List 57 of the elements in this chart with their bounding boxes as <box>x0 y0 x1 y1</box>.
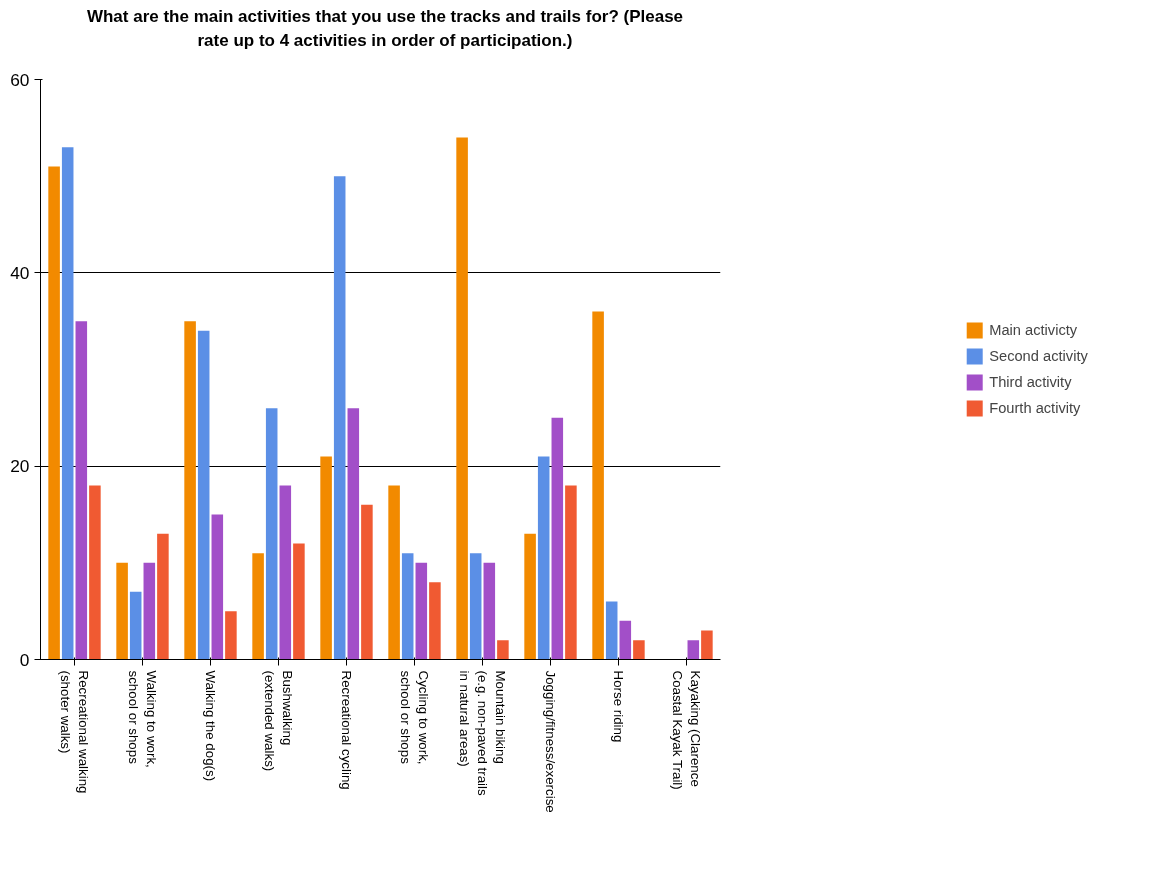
bar <box>184 320 196 660</box>
x-tick-label: Jogging/fitness/exercise <box>543 670 558 813</box>
bar <box>211 514 224 660</box>
bar <box>61 146 74 660</box>
y-tick-label: 0 <box>19 649 30 670</box>
x-tick-label: Mountain biking (e.g. non-paved trails in natural areas) <box>457 670 508 796</box>
bar <box>361 504 373 660</box>
bar <box>333 175 346 660</box>
x-tick-label: Recreational walking (shoter walks) <box>58 670 91 794</box>
y-tick-label: 40 <box>10 262 30 283</box>
bar <box>565 485 577 660</box>
bar <box>320 456 332 660</box>
legend-label: Fourth activity <box>989 399 1081 416</box>
bar <box>252 552 264 660</box>
bar <box>524 533 536 660</box>
bar <box>143 562 156 660</box>
x-tick-label: Bushwalking (extended walks) <box>262 670 295 771</box>
bar <box>619 620 632 660</box>
y-tick-label: 60 <box>10 69 30 90</box>
y-tick-label: 20 <box>10 455 30 476</box>
legend-label: Third activity <box>989 373 1072 390</box>
bar <box>197 330 210 660</box>
bar <box>116 562 128 660</box>
bar <box>388 485 400 660</box>
bar <box>265 407 278 660</box>
bar <box>129 591 142 660</box>
bar <box>293 543 305 660</box>
bar <box>75 320 88 660</box>
bar <box>157 533 169 660</box>
bar <box>401 552 414 660</box>
bar <box>48 166 60 660</box>
bar <box>633 639 645 660</box>
legend-label: Second activity <box>989 347 1088 364</box>
bar <box>701 630 713 660</box>
bar <box>415 562 428 660</box>
legend-label: Main activicty <box>989 321 1078 338</box>
x-tick-label: Horse riding <box>611 670 626 742</box>
bar <box>483 562 496 660</box>
bar <box>551 417 564 660</box>
bar <box>225 610 237 660</box>
bar <box>279 485 292 660</box>
bar <box>537 456 550 660</box>
x-tick-label: Kayaking (Clarence Coastal Kayak Trail) <box>670 670 703 790</box>
bar <box>429 581 441 660</box>
bar <box>456 137 468 660</box>
x-tick-label: Walking to work, school or shops <box>126 670 159 768</box>
bar <box>605 601 618 660</box>
bar <box>469 552 482 660</box>
x-tick-label: Recreational cycling <box>339 670 354 790</box>
bar <box>347 407 360 660</box>
chart-title: What are the main activities that you use the tracks and trails for? (Please rate up to 4 activities in order of participation.) <box>86 6 684 53</box>
bar <box>687 639 700 660</box>
bar <box>89 485 101 660</box>
x-tick-label: Cycling to work, school or shops <box>398 670 431 765</box>
bar <box>592 311 604 660</box>
bar <box>497 639 509 660</box>
x-tick-label: Walking the dog(s) <box>203 670 218 781</box>
